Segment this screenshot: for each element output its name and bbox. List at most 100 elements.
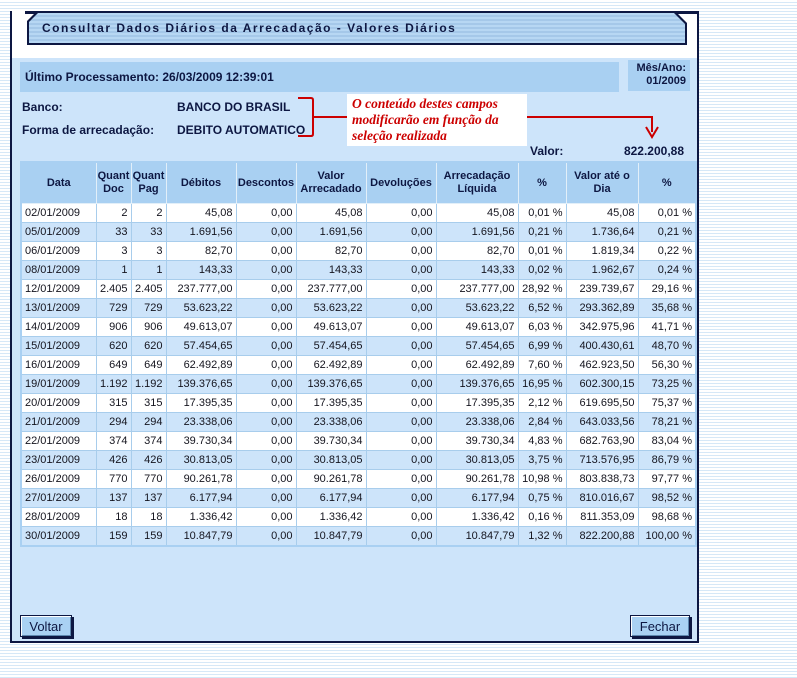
table-row: 14/01/2009 906 906 49.613,07 0,00 49.613,07 0,… [20, 317, 697, 337]
value-cell: 143,33 [295, 260, 367, 280]
value-cell: 811.353,09 [565, 507, 639, 527]
value-cell: 100,00 % [637, 526, 697, 547]
close-button[interactable]: Fechar [630, 615, 690, 637]
date-cell: 13/01/2009 [20, 298, 97, 318]
value-cell: 143,33 [435, 260, 519, 280]
value-cell: 0,00 [365, 526, 437, 547]
date-cell: 21/01/2009 [20, 412, 97, 432]
last-processing-bar: Último Processamento: 26/03/2009 12:39:0… [20, 62, 619, 92]
value-cell: 0,16 % [517, 507, 567, 527]
date-cell: 15/01/2009 [20, 336, 97, 356]
value-cell: 143,33 [165, 260, 237, 280]
value-cell: 39.730,34 [295, 431, 367, 451]
value-cell: 18 [95, 507, 132, 527]
date-cell: 12/01/2009 [20, 279, 97, 299]
date-cell: 19/01/2009 [20, 374, 97, 394]
value-cell: 49.613,07 [295, 317, 367, 337]
value-cell: 0,00 [365, 374, 437, 394]
column-header: Quant Pag [130, 161, 167, 204]
value-cell: 139.376,65 [165, 374, 237, 394]
value-cell: 374 [130, 431, 167, 451]
value-cell: 39.730,34 [165, 431, 237, 451]
value-cell: 294 [130, 412, 167, 432]
value-cell: 1,32 % [517, 526, 567, 547]
value-cell: 0,22 % [637, 241, 697, 261]
value-cell: 48,70 % [637, 336, 697, 356]
app-window: Consultar Dados Diários da Arrecadação -… [10, 11, 699, 643]
value-cell: 0,00 [365, 279, 437, 299]
value-cell: 0,00 [235, 260, 297, 280]
value-cell: 3 [95, 241, 132, 261]
value-cell: 2.405 [130, 279, 167, 299]
table-row: 19/01/2009 1.192 1.192 139.376,65 0,00 139.37… [20, 374, 697, 394]
value-cell: 45,08 [435, 203, 519, 223]
value-cell: 0,00 [235, 412, 297, 432]
value-cell: 729 [95, 298, 132, 318]
value-cell: 0,00 [365, 260, 437, 280]
value-cell: 78,21 % [637, 412, 697, 432]
value-cell: 342.975,96 [565, 317, 639, 337]
value-label: Valor: [530, 144, 564, 158]
column-header: Devoluções [365, 161, 437, 204]
value-cell: 23.338,06 [435, 412, 519, 432]
value-cell: 3,75 % [517, 450, 567, 470]
value-cell: 2.405 [95, 279, 132, 299]
value-cell: 770 [130, 469, 167, 489]
table-row: 02/01/2009 2 2 45,08 0,00 45,08 0,00 45,08 0,01 … [20, 203, 697, 223]
value-cell: 0,00 [365, 222, 437, 242]
value-cell: 28,92 % [517, 279, 567, 299]
value-cell: 239.739,67 [565, 279, 639, 299]
table-row: 22/01/2009 374 374 39.730,34 0,00 39.730,34 0,… [20, 431, 697, 451]
column-header: Valor Arrecadado [295, 161, 367, 204]
value-cell: 35,68 % [637, 298, 697, 318]
value-cell: 0,75 % [517, 488, 567, 508]
value-cell: 294 [95, 412, 132, 432]
value-cell: 729 [130, 298, 167, 318]
value-cell: 803.838,73 [565, 469, 639, 489]
value-cell: 0,00 [365, 450, 437, 470]
value-cell: 0,00 [235, 317, 297, 337]
value-cell: 0,00 [365, 317, 437, 337]
value-cell: 41,71 % [637, 317, 697, 337]
value-cell: 1.336,42 [435, 507, 519, 527]
table-row: 23/01/2009 426 426 30.813,05 0,00 30.813,05 0,… [20, 450, 697, 470]
value-cell: 139.376,65 [295, 374, 367, 394]
value-cell: 619.695,50 [565, 393, 639, 413]
value-cell: 30.813,05 [435, 450, 519, 470]
value-cell: 0,21 % [517, 222, 567, 242]
page-title: Consultar Dados Diários da Arrecadação -… [42, 21, 457, 35]
value-cell: 0,00 [365, 469, 437, 489]
value-cell: 73,25 % [637, 374, 697, 394]
value-cell: 57.454,65 [435, 336, 519, 356]
value-cell: 1 [130, 260, 167, 280]
date-cell: 23/01/2009 [20, 450, 97, 470]
value-cell: 1.691,56 [295, 222, 367, 242]
date-cell: 05/01/2009 [20, 222, 97, 242]
value-cell: 649 [95, 355, 132, 375]
value-cell: 906 [95, 317, 132, 337]
last-processing-text: Último Processamento: 26/03/2009 12:39:0… [25, 70, 274, 84]
value-cell: 0,21 % [637, 222, 697, 242]
value-cell: 620 [95, 336, 132, 356]
value-cell: 98,68 % [637, 507, 697, 527]
value-cell: 0,00 [235, 203, 297, 223]
value-cell: 56,30 % [637, 355, 697, 375]
value-cell: 0,00 [235, 222, 297, 242]
value-cell: 1.336,42 [295, 507, 367, 527]
bank-label: Banco: [22, 100, 63, 114]
back-button[interactable]: Voltar [20, 615, 72, 637]
column-header: % [637, 161, 697, 204]
date-cell: 22/01/2009 [20, 431, 97, 451]
value-cell: 90.261,78 [435, 469, 519, 489]
value-cell: 713.576,95 [565, 450, 639, 470]
window-titlebar: Consultar Dados Diários da Arrecadação -… [27, 11, 687, 45]
value-cell: 30.813,05 [295, 450, 367, 470]
value-cell: 10.847,79 [295, 526, 367, 547]
value-cell: 33 [130, 222, 167, 242]
annotation-line: modificarão em função da [352, 112, 499, 127]
date-cell: 16/01/2009 [20, 355, 97, 375]
date-cell: 30/01/2009 [20, 526, 97, 547]
value-cell: 1.819,34 [565, 241, 639, 261]
value-cell: 29,16 % [637, 279, 697, 299]
value-cell: 33 [95, 222, 132, 242]
